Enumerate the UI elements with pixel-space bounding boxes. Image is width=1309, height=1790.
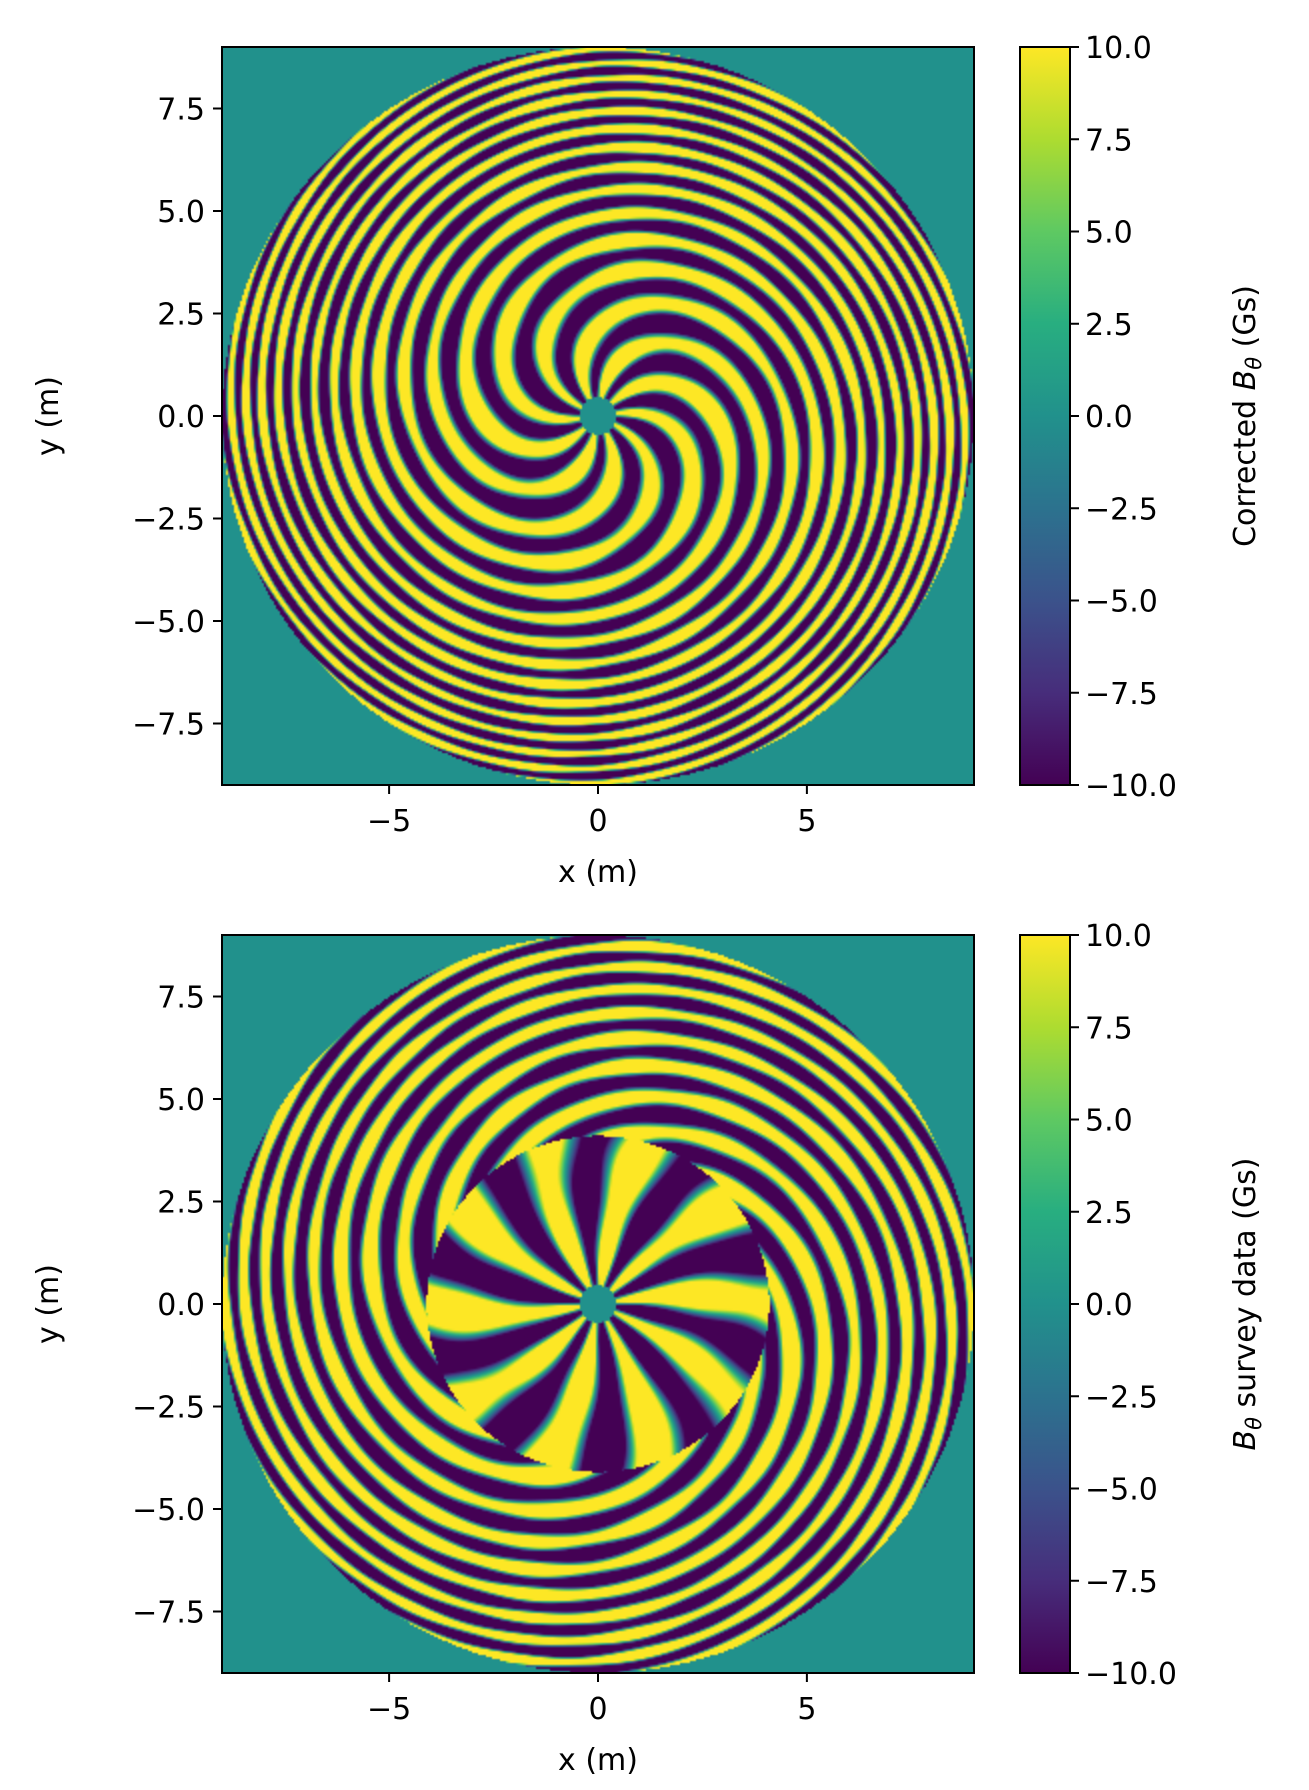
x-tick-label: 0	[588, 804, 607, 839]
y-tick-label: −5.0	[132, 605, 205, 640]
colorbar-label-suffix: (Gs)	[1228, 285, 1263, 357]
y-tick-label: −5.0	[132, 1493, 205, 1528]
colorbar-label-symbol: B	[1228, 370, 1263, 391]
heatmap-image	[222, 47, 974, 785]
colorbar	[1019, 934, 1071, 1674]
colorbar-ticks: −10.0 −7.5 −5.0 −2.5 0.0 2.5 5.0 7.5 10.0	[1070, 31, 1177, 804]
y-ticks: −7.5 −5.0 −2.5 0.0 2.5 5.0 7.5	[132, 93, 222, 743]
x-tick-label: 5	[797, 1692, 816, 1727]
panel-survey: −5 0 5 −7.5 −5.0 −2.5 0.0 2.5 5.0 7.5 x (m) y (m…	[31, 919, 1266, 1778]
y-tick-label: 7.5	[157, 93, 205, 128]
colorbar-tick-label: 0.0	[1085, 400, 1133, 435]
colorbar-tick-label: −2.5	[1085, 492, 1158, 527]
x-tick-label: 0	[588, 1692, 607, 1727]
x-axis-label: x (m)	[558, 855, 638, 890]
colorbar-tick-label: 7.5	[1085, 1011, 1133, 1046]
colorbar	[1019, 46, 1071, 786]
colorbar-tick-label: 7.5	[1085, 123, 1133, 158]
y-tick-label: 2.5	[157, 298, 205, 333]
colorbar-tick-label: −10.0	[1085, 769, 1177, 804]
colorbar-tick-label: −5.0	[1085, 585, 1158, 620]
colorbar-tick-label: 0.0	[1085, 1288, 1133, 1323]
y-tick-label: 0.0	[157, 400, 205, 435]
heatmap-canvas	[222, 47, 974, 785]
colorbar-label-subscript: θ	[1242, 1417, 1266, 1430]
y-tick-label: −7.5	[132, 708, 205, 743]
y-tick-label: 5.0	[157, 195, 205, 230]
x-axis-label: x (m)	[558, 1743, 638, 1778]
y-tick-label: 7.5	[157, 981, 205, 1016]
colorbar-label: Bθ survey data (Gs)	[1228, 1158, 1266, 1451]
heatmap-canvas	[222, 935, 974, 1673]
x-tick-label: −5	[367, 1692, 411, 1727]
colorbar-tick-label: 10.0	[1085, 919, 1152, 954]
heatmap-image	[222, 935, 974, 1673]
colorbar-tick-label: −2.5	[1085, 1380, 1158, 1415]
y-tick-label: 0.0	[157, 1288, 205, 1323]
panel-corrected: −5 0 5 −7.5 −5.0 −2.5 0.0 2.5 5.0 7.5 x (m) y (m…	[31, 31, 1266, 890]
y-tick-label: −2.5	[132, 1391, 205, 1426]
y-axis-label: y (m)	[31, 1264, 66, 1344]
x-ticks: −5 0 5	[367, 1673, 816, 1727]
colorbar-tick-label: −10.0	[1085, 1657, 1177, 1692]
colorbar-label-subscript: θ	[1242, 357, 1266, 370]
colorbar-tick-label: 5.0	[1085, 216, 1133, 251]
colorbar-tick-label: −7.5	[1085, 1565, 1158, 1600]
colorbar-tick-label: 10.0	[1085, 31, 1152, 66]
x-tick-label: 5	[797, 804, 816, 839]
colorbar-tick-label: 2.5	[1085, 308, 1133, 343]
colorbar-ticks: −10.0 −7.5 −5.0 −2.5 0.0 2.5 5.0 7.5 10.0	[1070, 919, 1177, 1692]
colorbar-tick-label: −5.0	[1085, 1473, 1158, 1508]
colorbar-label-suffix: survey data (Gs)	[1228, 1158, 1263, 1417]
y-ticks: −7.5 −5.0 −2.5 0.0 2.5 5.0 7.5	[132, 981, 222, 1631]
y-tick-label: −2.5	[132, 503, 205, 538]
colorbar-tick-label: −7.5	[1085, 677, 1158, 712]
y-tick-label: −7.5	[132, 1596, 205, 1631]
x-tick-label: −5	[367, 804, 411, 839]
y-tick-label: 2.5	[157, 1186, 205, 1221]
y-tick-label: 5.0	[157, 1083, 205, 1118]
colorbar-label-symbol: B	[1228, 1430, 1263, 1451]
colorbar-label-prefix: Corrected	[1228, 390, 1263, 547]
colorbar-tick-label: 5.0	[1085, 1104, 1133, 1139]
y-axis-label: y (m)	[31, 376, 66, 456]
x-ticks: −5 0 5	[367, 785, 816, 839]
colorbar-label: Corrected Bθ (Gs)	[1228, 285, 1266, 547]
colorbar-tick-label: 2.5	[1085, 1196, 1133, 1231]
